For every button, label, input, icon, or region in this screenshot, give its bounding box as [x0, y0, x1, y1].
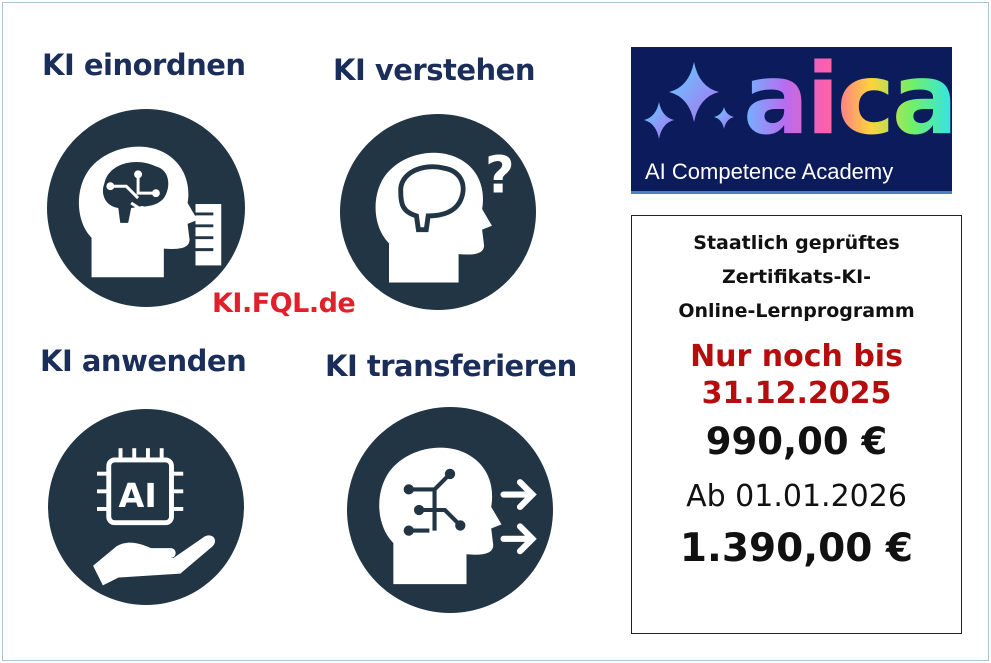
offer-line-3: Online-Lernprogramm: [678, 300, 915, 322]
price-now: 990,00 €: [705, 420, 888, 463]
tile-title-anwenden: KI anwenden: [40, 344, 247, 378]
tile-title-verstehen: KI verstehen: [333, 53, 535, 87]
price-later: 1.390,00 €: [679, 526, 914, 571]
tile-title-transferieren: KI transferieren: [325, 349, 577, 383]
aica-logo: aica AI Competence Academy: [631, 43, 958, 194]
head-brain-question-icon: ?: [340, 114, 536, 310]
svg-text:AI: AI: [119, 476, 157, 515]
offer-description: Staatlich geprüftes Zertifikats-KI- Onli…: [632, 226, 961, 328]
logo-subtitle: AI Competence Academy: [645, 159, 894, 184]
logo-wordmark: aica: [743, 43, 958, 157]
offer-line-1: Staatlich geprüftes: [693, 232, 900, 254]
deadline-date: 31.12.2025: [701, 376, 892, 411]
svg-text:?: ?: [485, 146, 515, 205]
head-circuit-arrows-icon: [347, 407, 553, 613]
head-brain-circuit-document-icon: [47, 109, 245, 307]
offer-line-2: Zertifikats-KI-: [721, 266, 872, 288]
from-date-label: Ab 01.01.2026: [686, 479, 907, 514]
sparkle-icon: [644, 62, 734, 139]
offer-box: Staatlich geprüftes Zertifikats-KI- Onli…: [631, 215, 962, 634]
website-link[interactable]: KI.FQL.de: [212, 288, 356, 319]
deadline-label: Nur noch bis: [690, 339, 903, 374]
tile-title-einordnen: KI einordnen: [42, 48, 246, 82]
hand-ai-chip-icon: AI: [48, 409, 244, 605]
deadline: Nur noch bis 31.12.2025: [632, 338, 961, 412]
